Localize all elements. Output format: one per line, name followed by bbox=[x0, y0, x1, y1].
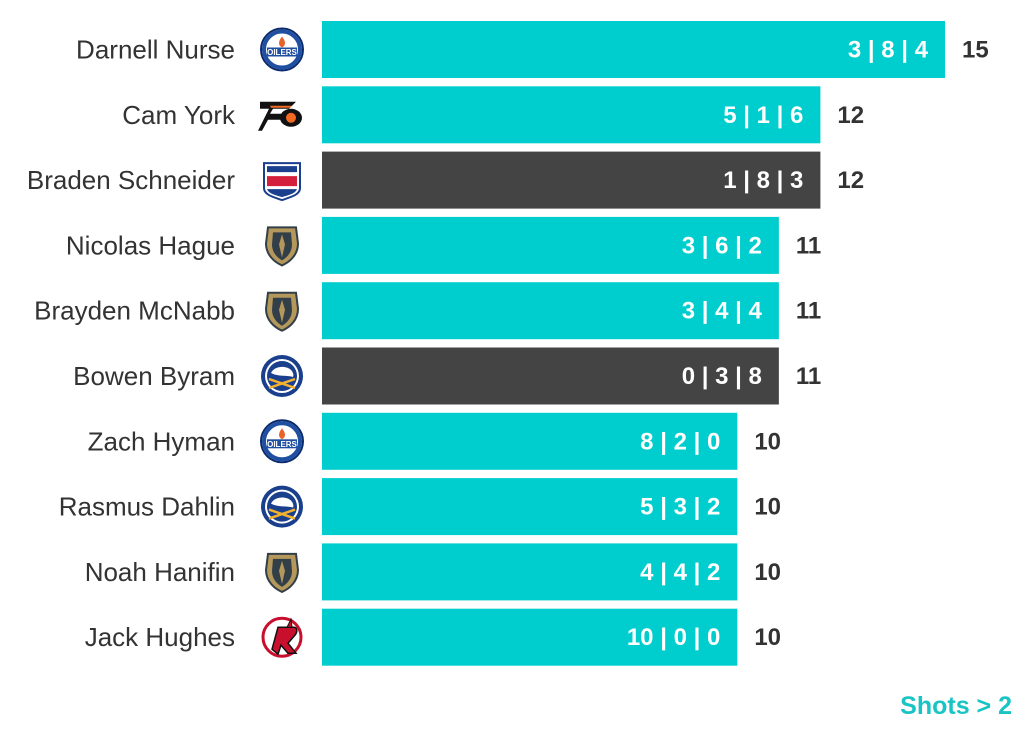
bar-breakdown-label: 4 | 4 | 2 bbox=[640, 559, 720, 586]
svg-text:OILERS: OILERS bbox=[267, 48, 297, 57]
bar-breakdown-label: 5 | 3 | 2 bbox=[640, 494, 720, 521]
player-name-label: Nicolas Hague bbox=[66, 230, 235, 260]
bar-total-label: 11 bbox=[796, 298, 821, 325]
bar bbox=[322, 608, 738, 666]
sabres-logo-icon bbox=[261, 485, 303, 528]
oilers-logo-icon: OILERS bbox=[260, 419, 304, 464]
bar bbox=[322, 86, 821, 144]
bar bbox=[322, 478, 738, 536]
bar bbox=[322, 151, 821, 209]
player-name-label: Bowen Byram bbox=[73, 361, 235, 391]
bar-total-label: 15 bbox=[962, 37, 989, 64]
bar bbox=[322, 412, 738, 470]
bar bbox=[322, 216, 779, 274]
sabres-logo-icon bbox=[261, 355, 303, 397]
bar-breakdown-label: 3 | 6 | 2 bbox=[682, 232, 762, 259]
bar bbox=[322, 347, 779, 405]
player-name-label: Cam York bbox=[122, 100, 236, 130]
bar-total-label: 12 bbox=[837, 167, 864, 194]
player-name-label: Jack Hughes bbox=[85, 622, 235, 652]
golden-knights-logo-icon bbox=[264, 291, 300, 332]
bar-total-label: 12 bbox=[837, 102, 864, 129]
bar-total-label: 10 bbox=[754, 559, 781, 586]
player-name-label: Zach Hyman bbox=[88, 426, 235, 456]
bar-total-label: 11 bbox=[796, 232, 821, 259]
bar-breakdown-label: 10 | 0 | 0 bbox=[627, 624, 721, 651]
flyers-logo-icon bbox=[258, 101, 302, 131]
bar-breakdown-label: 3 | 8 | 4 bbox=[848, 37, 929, 64]
golden-knights-logo-icon bbox=[264, 552, 300, 593]
bar-breakdown-label: 8 | 2 | 0 bbox=[640, 428, 720, 455]
player-name-label: Braden Schneider bbox=[27, 165, 235, 195]
bar-total-label: 10 bbox=[754, 494, 781, 521]
bar-breakdown-label: 1 | 8 | 3 bbox=[723, 167, 803, 194]
bar-breakdown-label: 3 | 4 | 4 bbox=[682, 298, 763, 325]
player-name-label: Darnell Nurse bbox=[76, 35, 235, 65]
devils-logo-icon bbox=[261, 616, 303, 658]
bar bbox=[322, 543, 738, 601]
bar-breakdown-label: 0 | 3 | 8 bbox=[682, 363, 762, 390]
player-name-label: Noah Hanifin bbox=[85, 557, 235, 587]
player-name-label: Brayden McNabb bbox=[34, 296, 235, 326]
oilers-logo-icon: OILERS bbox=[260, 27, 304, 72]
rangers-logo-icon bbox=[263, 162, 301, 202]
bar bbox=[322, 21, 945, 78]
footnote: Shots > 2 bbox=[900, 692, 1012, 720]
svg-text:OILERS: OILERS bbox=[267, 440, 297, 449]
bar-total-label: 10 bbox=[754, 624, 781, 651]
player-name-label: Rasmus Dahlin bbox=[59, 492, 235, 522]
bar bbox=[322, 282, 779, 340]
golden-knights-logo-icon bbox=[264, 226, 300, 267]
bar-total-label: 10 bbox=[754, 428, 781, 455]
bar-total-label: 11 bbox=[796, 363, 821, 390]
bar-breakdown-label: 5 | 1 | 6 bbox=[723, 102, 803, 129]
